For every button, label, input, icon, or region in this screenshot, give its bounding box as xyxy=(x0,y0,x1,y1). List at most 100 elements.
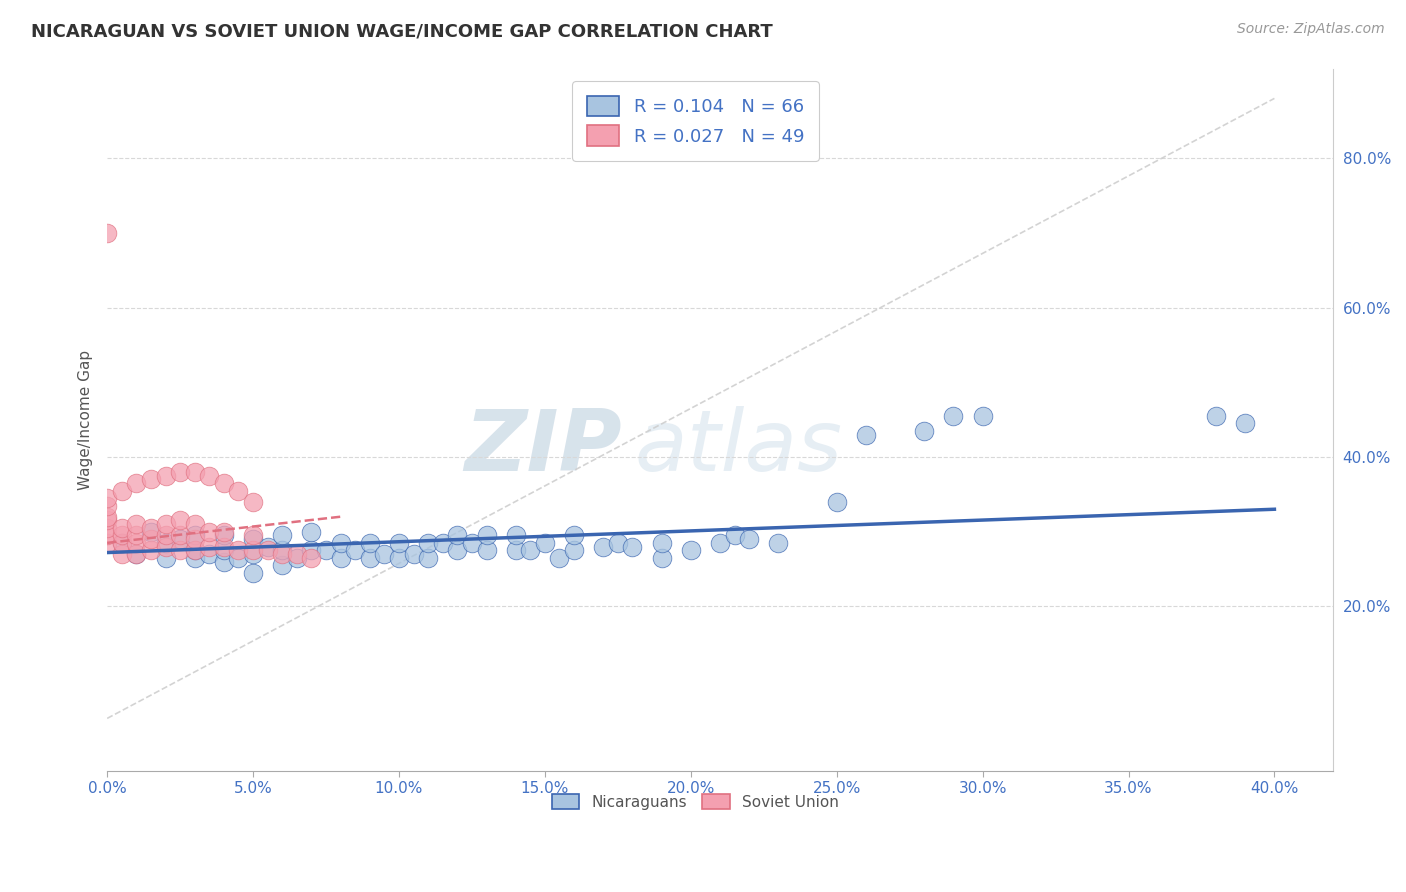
Point xyxy=(299,543,322,558)
Point xyxy=(738,532,761,546)
Point xyxy=(111,528,134,542)
Point xyxy=(111,483,134,498)
Point xyxy=(198,540,221,554)
Point xyxy=(96,509,118,524)
Point xyxy=(111,536,134,550)
Point xyxy=(432,536,454,550)
Point xyxy=(125,528,148,542)
Point xyxy=(212,555,235,569)
Point xyxy=(1205,409,1227,423)
Point xyxy=(212,528,235,542)
Point xyxy=(592,540,614,554)
Point xyxy=(96,521,118,535)
Text: atlas: atlas xyxy=(634,406,842,489)
Point xyxy=(125,536,148,550)
Point xyxy=(475,528,498,542)
Point xyxy=(183,550,205,565)
Point xyxy=(285,547,308,561)
Point xyxy=(505,528,527,542)
Point xyxy=(139,521,162,535)
Point xyxy=(125,547,148,561)
Point xyxy=(315,543,337,558)
Point xyxy=(212,524,235,539)
Point xyxy=(942,409,965,423)
Point xyxy=(299,550,322,565)
Point xyxy=(344,543,367,558)
Point xyxy=(183,543,205,558)
Point xyxy=(271,547,294,561)
Point xyxy=(155,540,177,554)
Point xyxy=(519,543,541,558)
Point xyxy=(723,528,745,542)
Point xyxy=(418,536,440,550)
Point xyxy=(271,558,294,573)
Point xyxy=(256,540,278,554)
Y-axis label: Wage/Income Gap: Wage/Income Gap xyxy=(79,350,93,490)
Point xyxy=(212,476,235,491)
Point xyxy=(212,543,235,558)
Point xyxy=(228,483,250,498)
Legend: Nicaraguans, Soviet Union: Nicaraguans, Soviet Union xyxy=(546,788,845,815)
Point xyxy=(825,495,848,509)
Point xyxy=(972,409,994,423)
Point xyxy=(96,226,118,240)
Point xyxy=(96,536,118,550)
Point xyxy=(768,536,790,550)
Point xyxy=(329,536,352,550)
Point xyxy=(212,540,235,554)
Point xyxy=(155,536,177,550)
Point xyxy=(606,536,628,550)
Point xyxy=(96,491,118,505)
Point xyxy=(299,524,322,539)
Point xyxy=(169,532,191,546)
Point xyxy=(562,528,585,542)
Point xyxy=(709,536,731,550)
Point xyxy=(242,528,264,542)
Point xyxy=(651,550,673,565)
Point xyxy=(548,550,571,565)
Point xyxy=(111,547,134,561)
Point xyxy=(125,547,148,561)
Point xyxy=(388,536,411,550)
Point xyxy=(228,543,250,558)
Point xyxy=(505,543,527,558)
Point xyxy=(242,532,264,546)
Point xyxy=(96,499,118,513)
Point xyxy=(155,517,177,532)
Point xyxy=(111,521,134,535)
Point xyxy=(169,528,191,542)
Point xyxy=(461,536,484,550)
Point xyxy=(155,528,177,542)
Point xyxy=(183,465,205,479)
Point xyxy=(475,543,498,558)
Point xyxy=(198,468,221,483)
Point xyxy=(96,528,118,542)
Point xyxy=(271,543,294,558)
Point xyxy=(855,427,877,442)
Point xyxy=(388,550,411,565)
Point xyxy=(242,547,264,561)
Point xyxy=(183,528,205,542)
Point xyxy=(228,550,250,565)
Point xyxy=(139,524,162,539)
Point xyxy=(198,524,221,539)
Point xyxy=(359,550,381,565)
Point xyxy=(169,543,191,558)
Point xyxy=(562,543,585,558)
Point xyxy=(155,550,177,565)
Point xyxy=(912,424,935,438)
Point xyxy=(242,495,264,509)
Text: ZIP: ZIP xyxy=(464,406,621,489)
Point xyxy=(139,543,162,558)
Point xyxy=(621,540,644,554)
Point xyxy=(418,550,440,565)
Point xyxy=(125,476,148,491)
Point xyxy=(359,536,381,550)
Point xyxy=(446,528,468,542)
Point xyxy=(183,517,205,532)
Point xyxy=(169,465,191,479)
Point xyxy=(446,543,468,558)
Point xyxy=(183,532,205,546)
Point xyxy=(139,472,162,486)
Point xyxy=(271,528,294,542)
